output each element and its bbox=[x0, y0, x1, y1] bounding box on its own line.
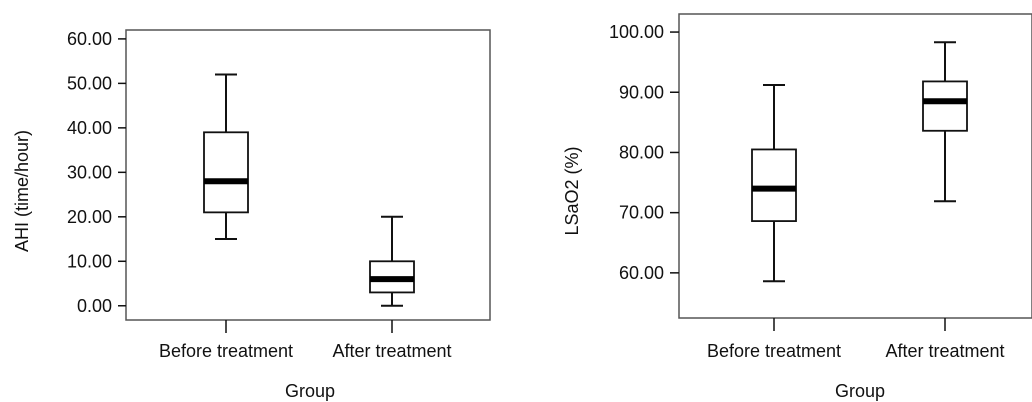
plot-frame bbox=[125, 29, 491, 321]
x-tick-label: Before treatment bbox=[707, 341, 841, 361]
box-1 bbox=[203, 73, 249, 241]
chart-panel-2: 60.00 70.00 80.00 90.00 100.00 LSaO2 (%) Befor… bbox=[562, 13, 1032, 401]
plot-frame bbox=[678, 13, 1032, 319]
y-tick-label: 30.00 bbox=[67, 162, 112, 182]
y-tick-label: 20.00 bbox=[67, 207, 112, 227]
x-tick-label: After treatment bbox=[332, 341, 451, 361]
iqr-box bbox=[922, 80, 968, 132]
x-axis-label: Group bbox=[835, 381, 885, 401]
y-tick-label: 10.00 bbox=[67, 251, 112, 271]
box-2 bbox=[922, 41, 968, 203]
y-tick-label: 100.00 bbox=[609, 22, 664, 42]
y-tick-label: 60.00 bbox=[619, 263, 664, 283]
y-tick-label: 40.00 bbox=[67, 118, 112, 138]
y-tick-label: 70.00 bbox=[619, 203, 664, 223]
y-axis-label: LSaO2 (%) bbox=[562, 146, 582, 235]
x-tick-label: After treatment bbox=[885, 341, 1004, 361]
y-tick-label: 60.00 bbox=[67, 29, 112, 49]
y-tick-label: 90.00 bbox=[619, 82, 664, 102]
y-tick-label: 50.00 bbox=[67, 73, 112, 93]
x-tick-label: Before treatment bbox=[159, 341, 293, 361]
y-tick-label: 0.00 bbox=[77, 296, 112, 316]
box-1 bbox=[751, 84, 797, 283]
x-axis-label: Group bbox=[285, 381, 335, 401]
y-tick-label: 80.00 bbox=[619, 142, 664, 162]
iqr-box bbox=[751, 148, 797, 222]
y-axis-label: AHI (time/hour) bbox=[12, 130, 32, 252]
box-2 bbox=[369, 215, 415, 307]
chart-panel-1: 0.00 10.00 20.00 30.00 40.00 50.00 60.00 AHI (t… bbox=[12, 29, 491, 401]
iqr-box bbox=[203, 131, 249, 214]
